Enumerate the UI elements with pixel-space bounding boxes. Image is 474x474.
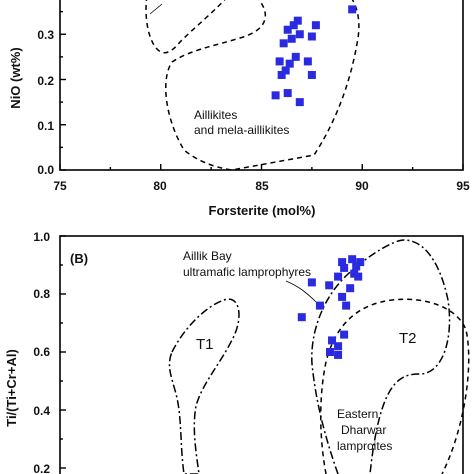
panel-a-data-point (348, 5, 357, 14)
panel-a-data-point (307, 70, 316, 79)
panel-b-data-point (325, 281, 334, 290)
panel-a-x-tick-1: 80 (153, 179, 167, 193)
panel-a-data-point (281, 66, 290, 75)
panel-b-data-point (338, 258, 347, 267)
panel-b-data-point (346, 284, 355, 293)
panel-a-ticks (59, 10, 464, 171)
panel-a-y-tick-1: 0.1 (37, 119, 54, 133)
panel-b-points (297, 255, 365, 359)
panel-b-leader-line (285, 280, 317, 303)
panel-b-y-tick-3: 0.8 (33, 287, 50, 301)
panel-a-data-point (289, 21, 298, 30)
panel-a-x-tick-0: 75 (53, 179, 67, 193)
panel-b-data-point (340, 330, 349, 339)
panel-b: 0.2 0.4 0.6 0.8 1.0 Ti/(Ti+Cr+Al) (B) Ai… (4, 230, 470, 474)
panel-a-data-point (277, 70, 286, 79)
panel-a-data-point (311, 21, 320, 30)
panel-a-points (271, 5, 357, 107)
panel-b-data-point (352, 262, 361, 271)
panel-a-y-axis-title: NiO (wt%) (8, 47, 23, 108)
panel-b-frame (59, 235, 464, 474)
panel-b-y-tick-1: 0.4 (33, 404, 50, 418)
panel-b-ticks (60, 235, 66, 469)
panel-a-data-point (307, 32, 316, 41)
panel-a-data-point (285, 59, 294, 68)
panel-b-annotation-t2: T2 (399, 330, 417, 347)
panel-a-data-point (287, 34, 296, 43)
panel-b-data-point (326, 348, 335, 356)
panel-a-data-point (275, 57, 284, 66)
panel-a: 75 80 85 90 95 0.0 0.1 0.2 0.3 Forsterit… (8, 0, 470, 218)
panel-b-data-point (348, 255, 357, 264)
panel-b-annotation-lamproites: lamproites (337, 439, 392, 453)
panel-a-x-tick-2: 85 (255, 179, 269, 193)
panel-b-data-point (340, 263, 349, 272)
panel-b-data-point (334, 272, 343, 281)
panel-b-label: (B) (70, 251, 88, 266)
panel-a-data-point (279, 39, 288, 48)
panel-a-x-axis-title: Forsterite (mol%) (209, 203, 316, 218)
panel-a-data-point (283, 25, 292, 34)
panel-a-leader-line (149, 3, 163, 15)
panel-b-annotation-t1: T1 (196, 336, 214, 353)
panel-b-data-point (315, 301, 324, 310)
panel-a-annotation-line1: Aillikites (194, 108, 237, 122)
panel-b-annotation-aillik-bay: Aillik Bay (183, 249, 232, 263)
panel-b-data-point (334, 342, 343, 351)
panel-a-data-point (295, 30, 304, 39)
panel-b-y-tick-2: 0.6 (33, 345, 50, 359)
panel-b-annotation-eastern: Eastern (337, 407, 378, 421)
panel-a-aillikite-field-outline (165, 0, 360, 171)
panel-a-small-field-outline (145, 0, 226, 54)
panel-a-data-point (303, 57, 312, 66)
panel-b-data-point (307, 278, 316, 287)
panel-b-data-point (354, 272, 363, 281)
panel-a-data-point (283, 89, 292, 98)
panel-b-data-point (334, 350, 343, 359)
panel-b-y-tick-4: 1.0 (33, 230, 50, 244)
panel-a-data-point (291, 52, 300, 61)
panel-b-aillik-bay-field-outline (311, 239, 451, 474)
panel-a-x-tick-3: 90 (355, 179, 369, 193)
panel-b-data-point (342, 301, 351, 310)
panel-a-data-point (293, 16, 302, 25)
panel-b-data-point (297, 313, 306, 322)
panel-a-annotation-line2: and mela-aillikites (194, 123, 289, 137)
panel-a-y-tick-3: 0.3 (37, 28, 54, 42)
panel-b-annotation-dharwar: Dharwar (341, 423, 386, 437)
panel-a-y-tick-0: 0.0 (37, 163, 54, 177)
panel-a-data-point (295, 98, 304, 107)
panel-a-frame (59, 0, 464, 171)
panel-a-y-tick-2: 0.2 (37, 74, 54, 88)
panel-b-t1-field-outline (168, 298, 240, 474)
panel-b-annotation-ultramafic: ultramafic lamprophyres (183, 265, 311, 279)
panel-b-y-axis-title: Ti/(Ti+Cr+Al) (4, 349, 19, 427)
panel-b-data-point (338, 292, 347, 301)
panel-a-x-tick-4: 95 (456, 179, 470, 193)
panel-b-data-point (350, 269, 359, 278)
panel-b-y-tick-0: 0.2 (33, 462, 50, 474)
panel-a-data-point (271, 91, 280, 100)
panel-b-t2-field-outline (319, 298, 470, 474)
panel-b-data-point (356, 258, 365, 267)
panel-b-data-point (328, 336, 337, 345)
